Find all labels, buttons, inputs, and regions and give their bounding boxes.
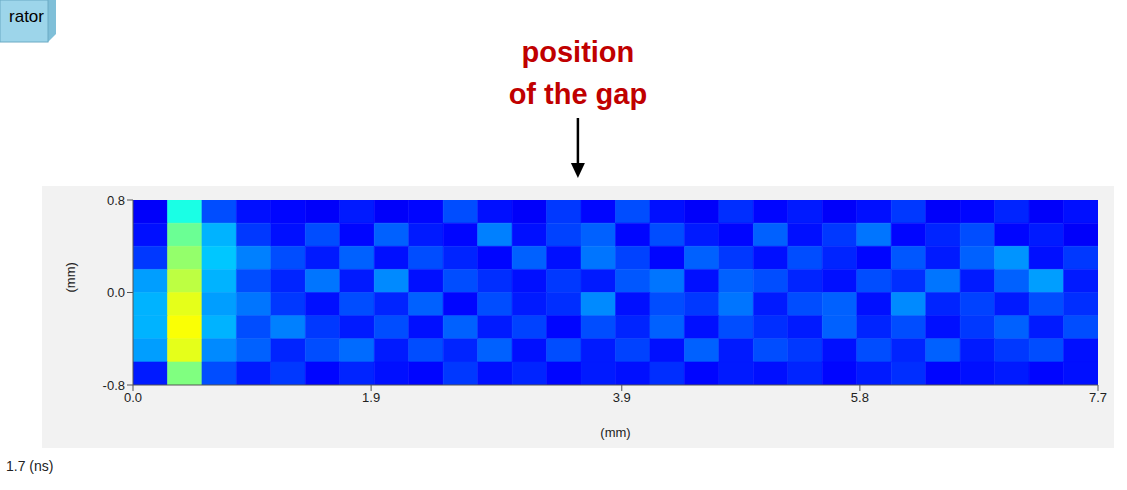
svg-text:(mm): (mm) <box>63 262 78 292</box>
svg-text:position: position <box>522 36 635 68</box>
svg-text:1.9: 1.9 <box>362 390 380 405</box>
svg-text:0.0: 0.0 <box>107 285 125 300</box>
svg-text:0.0: 0.0 <box>124 390 142 405</box>
svg-text:3.9: 3.9 <box>613 390 631 405</box>
svg-text:rator: rator <box>9 7 44 26</box>
svg-text:of the gap: of the gap <box>509 78 648 110</box>
svg-text:0.8: 0.8 <box>107 193 125 208</box>
html-text:1.7 (ns): 1.7 (ns) <box>6 458 54 474</box>
svg-text:-0.8: -0.8 <box>103 378 125 393</box>
svg-text:5.8: 5.8 <box>851 390 869 405</box>
svg-text:7.7: 7.7 <box>1089 390 1107 405</box>
svg-text:(mm): (mm) <box>600 425 630 440</box>
